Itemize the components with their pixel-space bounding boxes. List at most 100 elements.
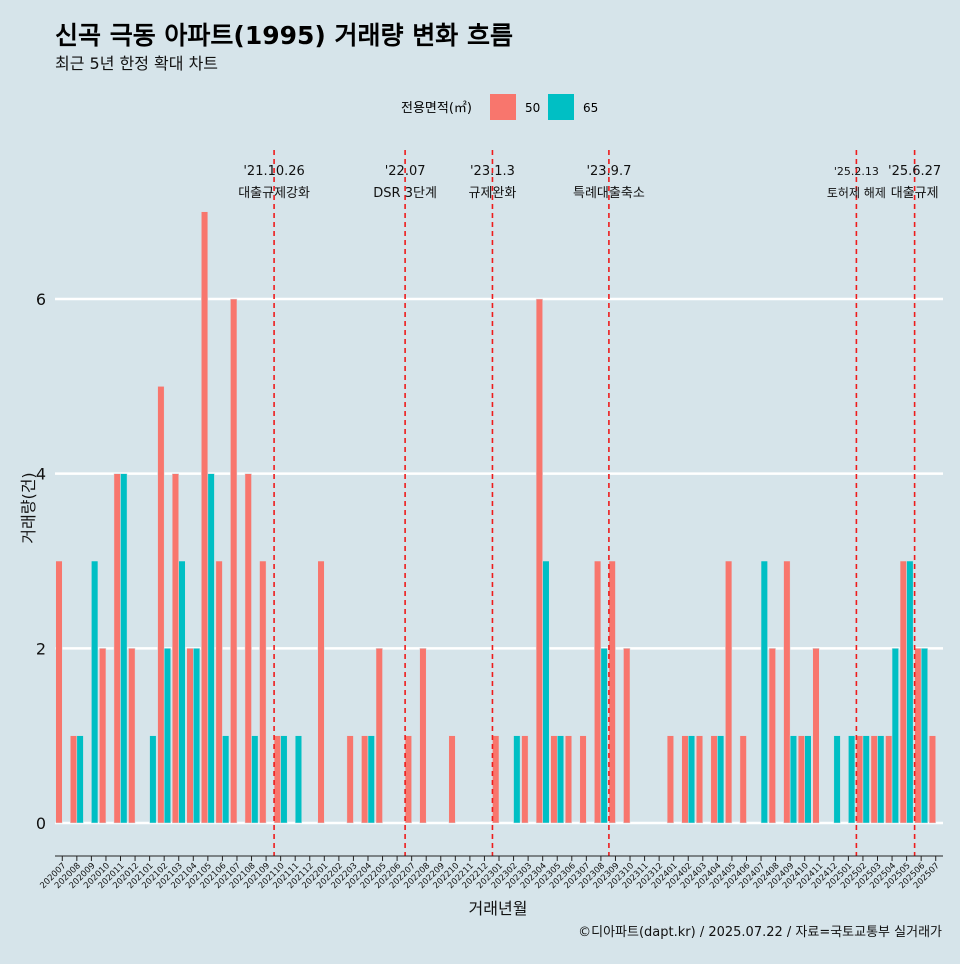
x-axis: 2020072020082020092020102020112020122021…	[38, 855, 943, 891]
bar-65-202506	[920, 648, 928, 824]
bar-65-202110	[280, 735, 288, 824]
bar-50-202208	[419, 648, 427, 824]
y-tick-label-6: 6	[36, 290, 46, 309]
bar-65-202011	[120, 473, 128, 824]
event-annotations-layer: '21.10.26 대출규제강화 '22.07 DSR 3단계 '23.1.3 규제완화 '…	[238, 164, 941, 201]
bar-50-202008	[70, 735, 78, 824]
event-date-4: '25.2.13	[834, 165, 879, 178]
bar-50-202205	[375, 648, 383, 824]
y-tick-label-0: 0	[36, 814, 46, 833]
bar-65-202502	[862, 735, 870, 824]
bar-50-202405	[725, 560, 733, 824]
bar-50-202107	[230, 298, 238, 824]
bar-65-202501	[848, 735, 856, 824]
bar-50-202007	[55, 560, 63, 824]
x-axis-label: 거래년월	[469, 899, 528, 918]
event-label-0: 대출규제강화	[238, 186, 310, 201]
bar-50-202303	[521, 735, 529, 824]
event-date-1: '22.07	[385, 164, 426, 179]
legend-label-50: 50	[525, 101, 540, 115]
event-label-4: 토허제 해제	[827, 186, 886, 200]
bar-50-202404	[710, 735, 718, 824]
bar-65-202407	[760, 560, 768, 824]
bar-65-202008	[76, 735, 84, 824]
bar-65-202504	[891, 648, 899, 824]
bar-50-202406	[739, 735, 747, 824]
bar-65-202302	[513, 735, 521, 824]
bar-50-202402	[681, 735, 689, 824]
legend-swatch-65	[548, 94, 574, 120]
bar-50-202307	[579, 735, 587, 824]
bar-50-202304	[535, 298, 543, 824]
event-date-0: '21.10.26	[243, 164, 304, 179]
bar-65-202111	[294, 735, 302, 824]
bar-50-202306	[564, 735, 573, 824]
bar-50-202301	[492, 735, 500, 824]
bar-50-202203	[346, 735, 354, 824]
event-label-1: DSR 3단계	[373, 186, 437, 201]
bar-65-202304	[542, 560, 550, 824]
bar-65-202106	[222, 735, 230, 824]
bar-50-202104	[186, 648, 194, 824]
bar-65-202102	[163, 648, 171, 824]
bar-50-202010	[99, 648, 107, 824]
bar-65-202503	[877, 735, 885, 824]
bar-65-202308	[600, 648, 608, 824]
bar-65-202305	[556, 735, 565, 824]
bars-layer	[55, 211, 936, 824]
bar-65-202204	[367, 735, 375, 824]
bar-50-202309	[608, 560, 616, 824]
y-tick-label-2: 2	[36, 639, 46, 658]
bar-65-202009	[91, 560, 99, 824]
bar-50-202012	[128, 648, 136, 824]
event-date-2: '23.1.3	[470, 164, 515, 179]
bar-50-202109	[259, 560, 267, 824]
bar-50-202507	[928, 735, 936, 824]
bar-65-202103	[178, 560, 186, 824]
bar-50-202011	[113, 473, 121, 824]
bar-50-202305	[550, 735, 558, 824]
bar-65-202402	[687, 735, 696, 824]
bar-65-202505	[906, 560, 914, 824]
bar-65-202101	[149, 735, 157, 824]
bar-65-202108	[251, 735, 259, 824]
chart-title: 신곡 극동 아파트(1995) 거래량 변화 흐름	[55, 21, 513, 50]
bar-50-202103	[171, 473, 179, 824]
bar-50-202204	[361, 735, 369, 824]
bar-50-202102	[157, 386, 165, 824]
bar-50-202201	[317, 560, 325, 824]
legend-title: 전용면적(㎡)	[401, 101, 472, 116]
bar-50-202106	[215, 560, 223, 824]
chart-subtitle: 최근 5년 한정 확대 차트	[55, 54, 218, 73]
bar-50-202308	[594, 560, 602, 824]
event-date-5: '25.6.27	[888, 164, 941, 179]
event-lines-layer	[273, 150, 916, 856]
bar-65-202410	[804, 735, 812, 824]
bar-50-202408	[768, 648, 776, 824]
bar-50-202504	[885, 735, 893, 824]
bar-65-202409	[789, 735, 797, 824]
bar-50-202502	[856, 735, 864, 824]
bar-65-202104	[193, 648, 201, 824]
bar-50-202110	[273, 735, 281, 824]
legend-label-65: 65	[583, 101, 598, 115]
bar-50-202503	[870, 735, 878, 824]
chart-caption: ©디아파트(dapt.kr) / 2025.07.22 / 자료=국토교통부 실…	[578, 925, 942, 940]
bar-50-202105	[201, 211, 209, 824]
bar-65-202412	[833, 735, 841, 824]
bar-50-202207	[404, 735, 412, 824]
bar-50-202210	[448, 735, 456, 824]
bar-65-202105	[207, 473, 215, 824]
y-tick-label-4: 4	[36, 465, 46, 484]
legend-swatch-50	[490, 94, 516, 120]
event-label-3: 특례대출축소	[573, 186, 645, 201]
bar-50-202108	[244, 473, 252, 824]
bar-50-202411	[812, 648, 820, 824]
event-date-3: '23.9.7	[586, 164, 631, 179]
bar-50-202401	[666, 735, 674, 824]
bar-50-202505	[899, 560, 907, 824]
bar-50-202310	[623, 648, 631, 824]
bar-50-202403	[696, 735, 704, 824]
